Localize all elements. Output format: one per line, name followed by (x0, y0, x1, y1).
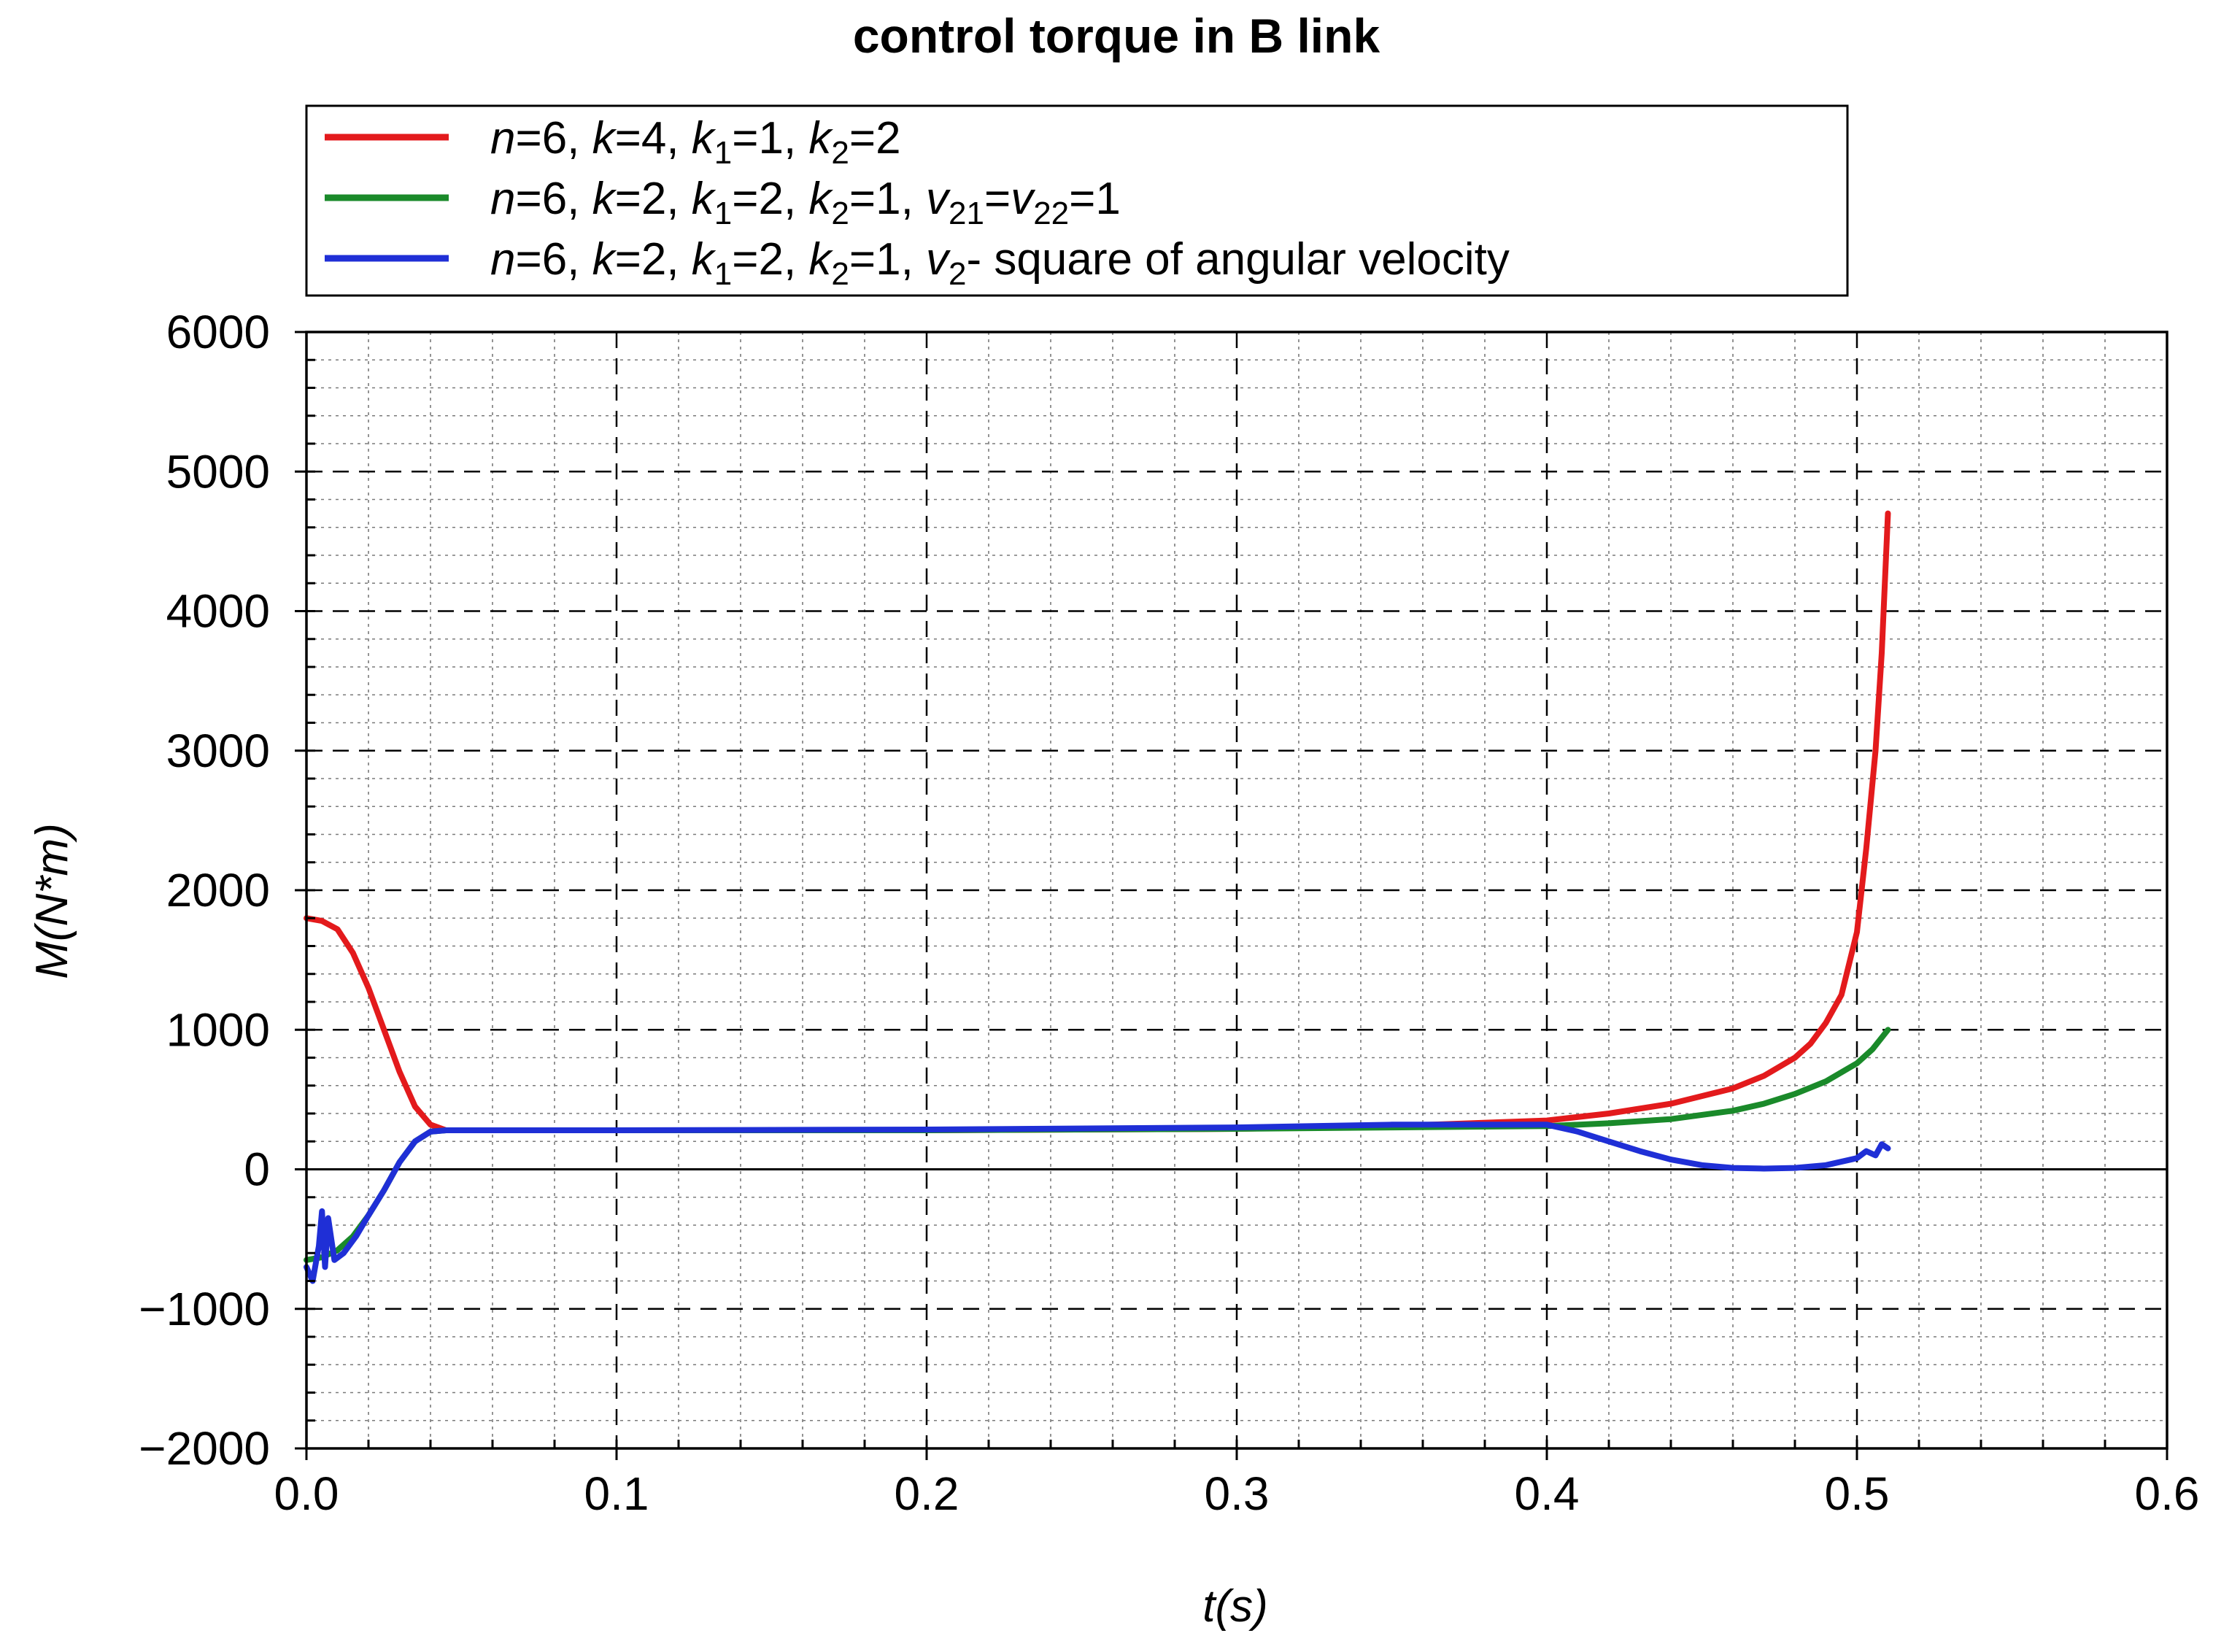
y-tick-label: 4000 (166, 585, 270, 638)
y-tick-labels: −2000 −1000 0 1000 2000 3000 4000 5000 6000 (139, 306, 270, 1475)
y-tick-label: 1000 (166, 1003, 270, 1056)
x-tick-label: 0.5 (1825, 1467, 1890, 1520)
x-tick-label: 0.6 (2135, 1467, 2200, 1520)
series-line-3 (304, 1122, 1891, 1284)
series-layer (304, 510, 1891, 1284)
x-tick-labels: 0.0 0.1 0.2 0.3 0.4 0.5 0.6 (274, 1467, 2200, 1520)
series-line-1 (304, 510, 1891, 1133)
legend: n=6, k=4, k1=1, k2=2n=6, k=2, k1=2, k2=1… (305, 104, 1849, 297)
x-tick-label: 0.2 (895, 1467, 959, 1520)
major-grid (306, 332, 2167, 1448)
chart-title: control torque in B link (853, 9, 1380, 63)
x-tick-label: 0.1 (584, 1467, 649, 1520)
x-tick-label: 0.0 (274, 1467, 339, 1520)
axis-ticks (295, 331, 2168, 1460)
y-tick-label: 0 (244, 1143, 270, 1196)
x-tick-label: 0.4 (1515, 1467, 1580, 1520)
y-tick-label: 6000 (166, 306, 270, 358)
legend-label-2: n=6, k=2, k1=2, k2=1, v21=v22=1 (490, 174, 1121, 231)
legend-items: n=6, k=4, k1=1, k2=2n=6, k=2, k1=2, k2=1… (325, 113, 1510, 292)
x-axis-label: t(s) (1202, 1581, 1268, 1632)
legend-label-3: n=6, k=2, k1=2, k2=1, v2- square of angu… (490, 234, 1510, 292)
y-tick-label: −1000 (139, 1283, 270, 1335)
y-tick-label: 3000 (166, 725, 270, 777)
y-tick-label: −2000 (139, 1422, 270, 1475)
y-tick-label: 5000 (166, 445, 270, 498)
legend-label-1: n=6, k=4, k1=1, k2=2 (490, 113, 901, 171)
y-axis-label: M(N*m) (27, 823, 77, 979)
legend-box (305, 104, 1849, 297)
y-tick-label: 2000 (166, 864, 270, 916)
x-tick-label: 0.3 (1205, 1467, 1270, 1520)
